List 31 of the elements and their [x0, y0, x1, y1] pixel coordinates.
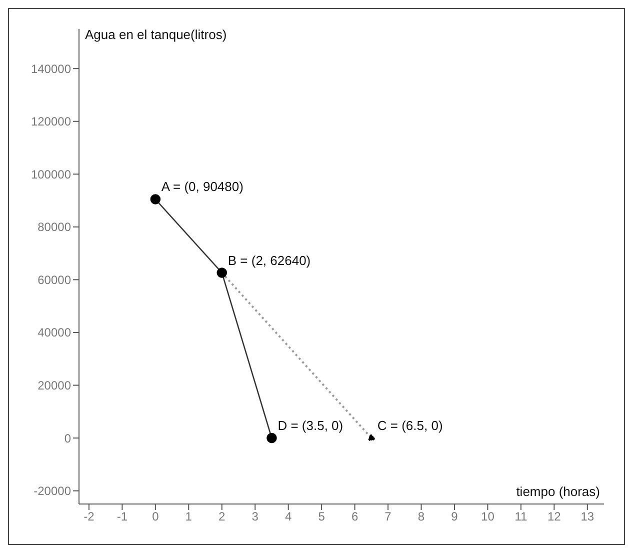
annotation: C = (6.5, 0) — [377, 418, 443, 434]
y-tick-label: -20000 — [34, 484, 72, 498]
x-tick-label: 9 — [451, 510, 458, 524]
x-tick-label: 2 — [218, 510, 226, 524]
y-tick-label: 40000 — [38, 326, 72, 340]
y-tick-label: 100000 — [30, 167, 72, 182]
y-tick-label: 20000 — [38, 378, 72, 393]
x-axis-title: tiempo (horas) — [516, 484, 600, 499]
x-tick-label: 11 — [514, 510, 528, 524]
x-tick-label: 13 — [580, 510, 594, 524]
x-tick-label: -1 — [116, 510, 128, 524]
x-tick-label: 7 — [384, 510, 392, 524]
y-tick-label: 120000 — [30, 114, 72, 129]
x-tick-label: 1 — [185, 510, 192, 524]
x-tick-label: 3 — [252, 510, 259, 524]
x-tick-label: 12 — [547, 510, 562, 524]
annotation: D = (3.5, 0) — [278, 418, 344, 434]
annotation: B = (2, 62640) — [228, 252, 311, 268]
annotation: A = (0, 90480) — [161, 179, 244, 194]
x-tick-label: 5 — [318, 510, 326, 524]
y-tick-label: 80000 — [38, 220, 72, 234]
y-axis-title: Agua en el tanque(litros) — [85, 27, 227, 42]
x-tick-label: 10 — [481, 510, 495, 524]
x-tick-label: 8 — [418, 510, 425, 524]
x-tick-label: 4 — [284, 510, 292, 524]
x-tick-label: 6 — [351, 510, 358, 524]
x-tick-label: 0 — [152, 510, 160, 524]
x-tick-label: -2 — [84, 510, 95, 524]
y-tick-label: 60000 — [38, 272, 72, 287]
y-tick-label: 0 — [64, 431, 72, 446]
y-tick-label: 140000 — [30, 62, 72, 76]
